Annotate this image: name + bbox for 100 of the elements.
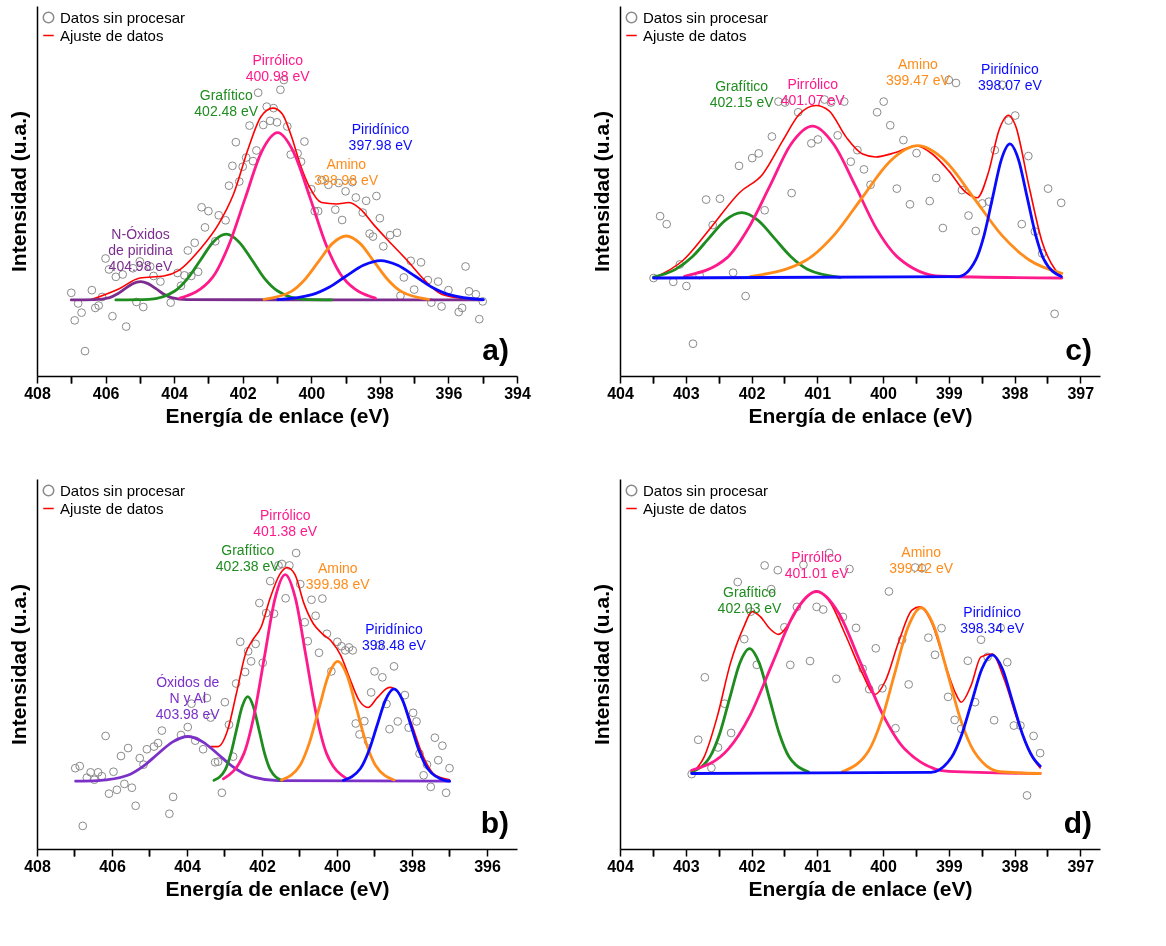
point <box>885 120 895 130</box>
y-axis-title: Intensidad (u.a.) <box>589 110 613 273</box>
point <box>899 135 908 145</box>
y-axis-title: Intensidad (u.a.) <box>6 583 30 746</box>
legend-label: Ajuste de datos <box>60 26 164 44</box>
x-tick-label: 404 <box>174 857 201 875</box>
point <box>1009 721 1019 730</box>
point <box>951 78 961 88</box>
x-tick-label: 404 <box>607 857 634 875</box>
legend-label: Datos sin procesar <box>60 481 186 499</box>
point <box>741 291 750 301</box>
x-tick-label: 400 <box>324 857 351 875</box>
point <box>1050 309 1059 319</box>
point <box>864 684 874 694</box>
point <box>872 107 882 117</box>
point <box>700 672 710 682</box>
point <box>1029 731 1038 741</box>
x-tick-label: 398 <box>367 384 394 402</box>
x-tick-label: 398 <box>1001 384 1029 402</box>
x-axis-title: Energía de enlace (eV) <box>748 876 973 900</box>
x-axis-title: Energía de enlace (eV) <box>748 403 973 427</box>
text: Pirrólico 401.38 eV <box>253 506 318 539</box>
x-tick-label: 400 <box>870 857 897 875</box>
point <box>937 623 946 633</box>
x-tick-label: 398 <box>1001 857 1029 875</box>
text: Amino 399.47 eV <box>885 56 951 88</box>
legend-label: Datos sin procesar <box>60 8 186 26</box>
x-tick-label: 402 <box>738 384 766 402</box>
point <box>707 763 716 773</box>
point <box>990 145 1000 155</box>
x-tick-label: 408 <box>24 384 51 402</box>
x-tick-label: 404 <box>161 384 189 402</box>
annotation: d) <box>1063 806 1092 839</box>
point <box>1017 219 1027 229</box>
point <box>905 199 915 209</box>
point <box>877 683 887 693</box>
point <box>655 211 665 221</box>
point <box>964 211 973 220</box>
point <box>831 674 841 684</box>
annotation: b) <box>480 806 509 839</box>
point <box>884 587 894 596</box>
point <box>760 561 770 570</box>
point <box>813 135 823 144</box>
point <box>897 635 907 645</box>
point <box>708 220 718 230</box>
x-tick-label: 406 <box>99 857 126 875</box>
x-tick-label: 404 <box>607 384 634 402</box>
text: Grafítico 402.48 eV <box>194 87 259 120</box>
point <box>930 650 940 660</box>
annotation: a) <box>482 333 509 366</box>
point <box>734 161 744 171</box>
point <box>853 145 862 155</box>
x-tick-label: 399 <box>935 384 963 402</box>
point <box>812 602 821 612</box>
text: Grafítico 402.03 eV <box>717 584 783 617</box>
point <box>1016 721 1025 730</box>
point <box>675 260 685 269</box>
point <box>1035 748 1045 758</box>
point <box>793 107 803 117</box>
point <box>950 715 960 725</box>
x-axis-title: Energía de enlace (eV) <box>165 403 390 427</box>
point <box>726 728 736 738</box>
series-label: N-Óxidos de piridina 404.98 eV <box>108 226 174 275</box>
point <box>851 623 861 633</box>
point <box>871 643 881 653</box>
x-tick-label: 403 <box>672 857 700 875</box>
point <box>859 165 869 174</box>
x-tick-label: 398 <box>399 857 426 875</box>
text: Pirrólico 401.07 eV <box>780 75 846 108</box>
point <box>728 268 738 278</box>
text: Amino 399.98 eV <box>305 560 371 593</box>
x-tick-label: 402 <box>229 384 257 402</box>
x-tick-label: 401 <box>804 857 832 875</box>
x-axis-title: Energía de enlace (eV) <box>165 876 390 900</box>
x-tick-label: 406 <box>92 384 120 402</box>
point <box>715 194 725 204</box>
point <box>924 633 933 643</box>
point <box>938 223 948 233</box>
point <box>701 195 711 204</box>
x-tick-label: 399 <box>935 857 963 875</box>
legend-label: Datos sin procesar <box>643 8 769 26</box>
point <box>943 692 953 702</box>
point <box>1043 184 1053 193</box>
point <box>846 157 856 167</box>
point <box>1010 111 1020 120</box>
y-axis-title: Intensidad (u.a.) <box>589 583 613 746</box>
point <box>1030 227 1040 236</box>
point <box>805 656 815 666</box>
x-tick-label: 403 <box>672 384 700 402</box>
point <box>838 612 848 622</box>
point <box>963 656 973 666</box>
x-tick-label: 402 <box>738 857 766 875</box>
text: Amino 399.42 eV <box>889 543 954 576</box>
point <box>1037 249 1047 258</box>
text: Grafítico 402.15 eV <box>709 77 775 110</box>
point <box>780 622 789 632</box>
point <box>787 188 796 198</box>
point <box>866 180 875 190</box>
point <box>879 97 889 106</box>
point <box>1022 791 1032 800</box>
